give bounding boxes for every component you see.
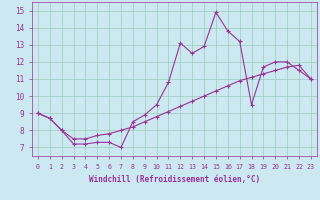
X-axis label: Windchill (Refroidissement éolien,°C): Windchill (Refroidissement éolien,°C) bbox=[89, 175, 260, 184]
